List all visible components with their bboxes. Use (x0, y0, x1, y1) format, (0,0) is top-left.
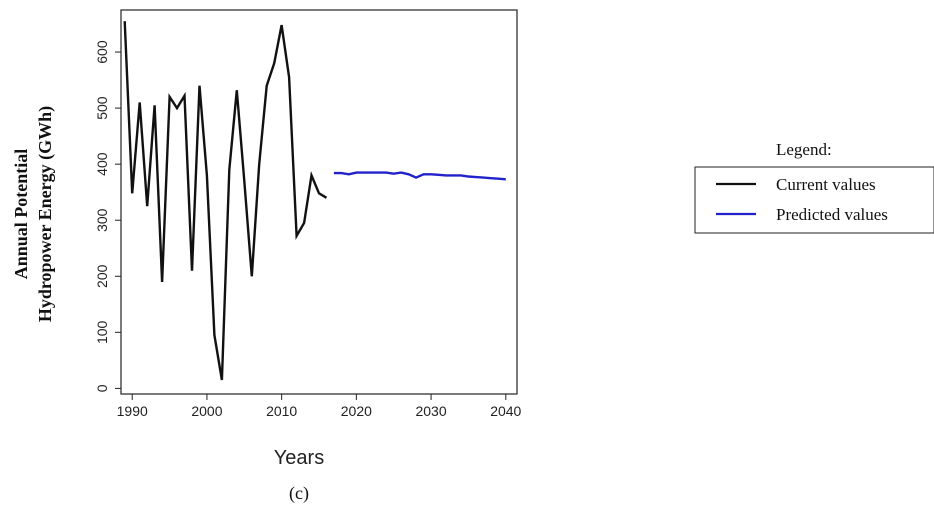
series-line-current-values (123, 21, 328, 381)
y-tick-label: 600 (94, 40, 110, 64)
figure-caption: (c) (289, 483, 309, 504)
x-tick-label: 2030 (415, 403, 446, 419)
legend-box (694, 166, 934, 234)
legend: Legend: Current values Predicted values (694, 140, 934, 234)
x-axis-label: Years (274, 447, 324, 469)
x-axis: 1990 2000 2010 2020 2030 2040 (117, 394, 522, 419)
legend-title: Legend: (776, 140, 832, 159)
y-tick-label: 0 (94, 384, 110, 392)
y-axis-label-line-1: Annual Potential (11, 149, 31, 280)
legend-label-current: Current values (776, 175, 876, 194)
y-axis: 0 100 200 300 400 500 600 (94, 40, 121, 392)
x-tick-label: 2020 (341, 403, 372, 419)
y-axis-label-line-2: Hydropower Energy (GWh) (35, 106, 56, 322)
series-line-predicted-values (333, 171, 506, 181)
legend-label-predicted: Predicted values (776, 205, 888, 224)
y-tick-label: 100 (94, 320, 110, 344)
series-layer (123, 21, 506, 381)
y-tick-label: 400 (94, 152, 110, 176)
y-tick-label: 300 (94, 208, 110, 232)
x-tick-label: 2010 (266, 403, 297, 419)
x-tick-label: 1990 (117, 403, 148, 419)
x-tick-label: 2040 (490, 403, 521, 419)
y-tick-label: 200 (94, 264, 110, 288)
x-tick-label: 2000 (191, 403, 222, 419)
plot-frame (120, 9, 518, 395)
y-tick-label: 500 (94, 96, 110, 120)
